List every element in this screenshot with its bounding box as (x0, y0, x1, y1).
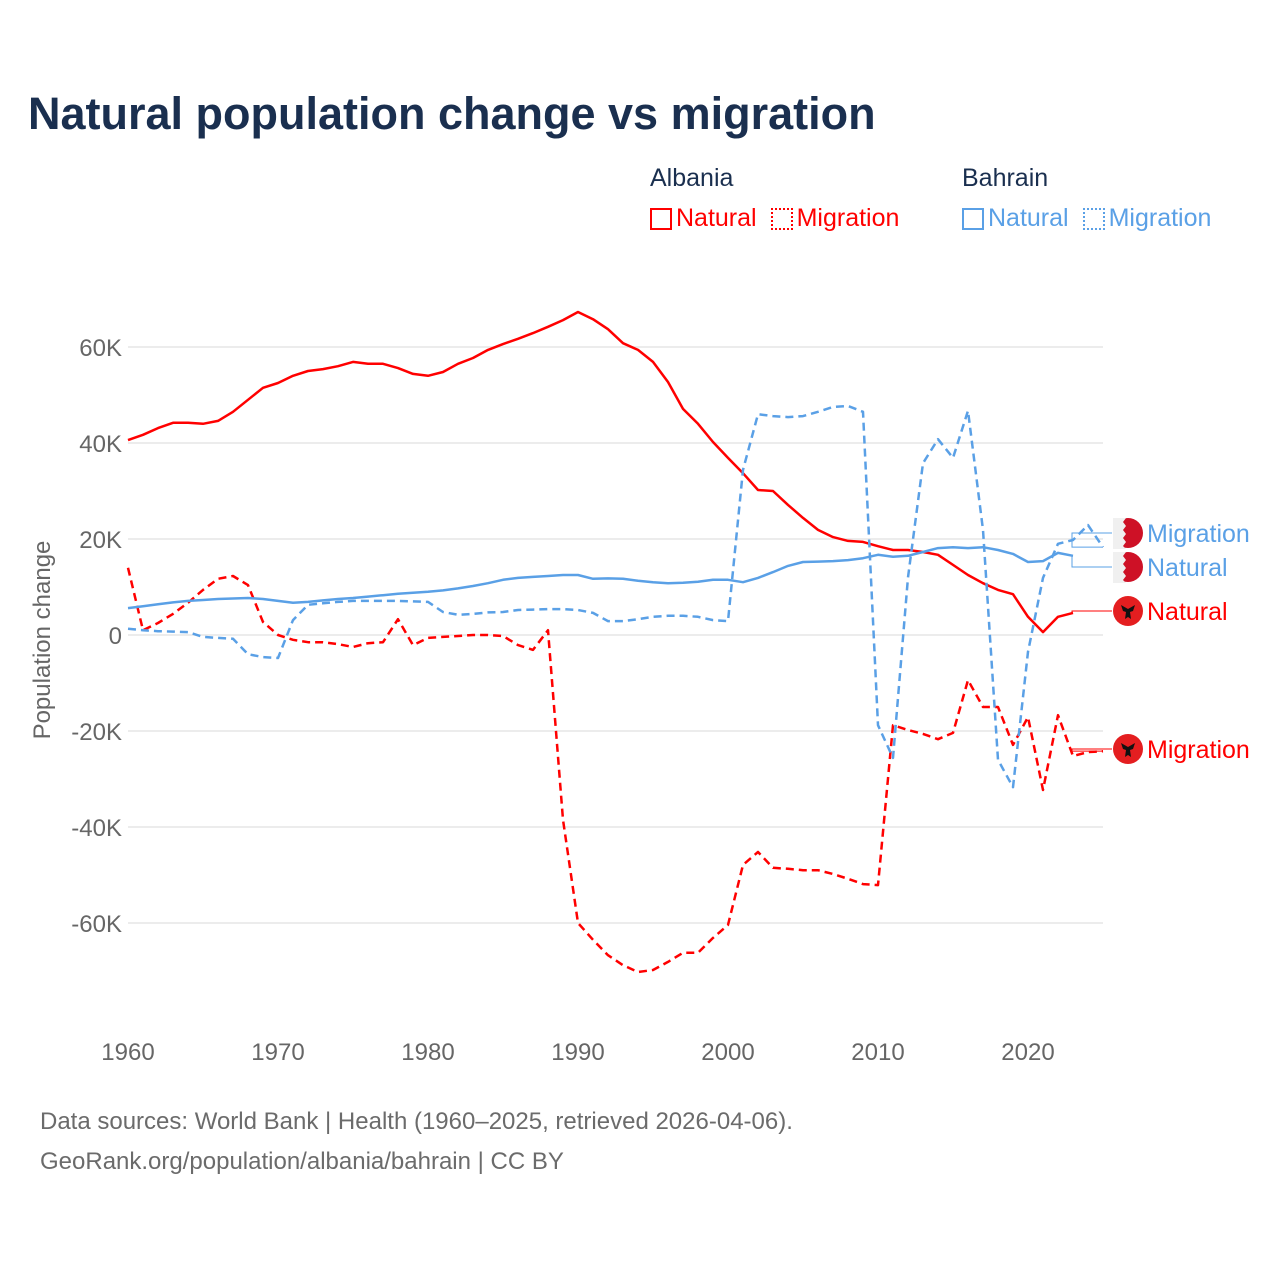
series-line-albania-migration (126, 567, 1104, 974)
x-tick-label: 1960 (101, 1039, 154, 1066)
x-tick-label: 1970 (251, 1039, 304, 1066)
albania-flag-icon (1113, 596, 1143, 626)
line-chart: 60K 40K 20K 0 -20K -40K -60K 1960 1970 1980 1990 20… (29, 310, 1250, 1066)
end-label-bahrain-migration: Migration (1147, 520, 1250, 548)
footer-sources: Data sources: World Bank | Health (1960–… (40, 1108, 793, 1135)
footer-attribution[interactable]: GeoRank.org/population/albania/bahrain |… (40, 1148, 564, 1175)
dotted-swatch-icon (1082, 207, 1105, 230)
legend-albania: Natural Migration (650, 204, 899, 233)
dotted-swatch-icon (770, 207, 793, 230)
series-line-bahrain-migration (127, 404, 1105, 789)
bahrain-flag-icon (1113, 518, 1143, 549)
legend-item-bahrain-natural[interactable]: Natural (962, 204, 1069, 233)
y-tick-label: -60K (71, 911, 122, 938)
y-tick-label: 60K (79, 335, 122, 362)
legend-label: Migration (796, 204, 900, 232)
label-connector (1071, 555, 1112, 568)
legend-label: Natural (988, 204, 1069, 232)
end-label-albania-natural: Natural (1147, 598, 1228, 626)
legend-item-bahrain-migration[interactable]: Migration (1082, 204, 1212, 233)
label-connector (1071, 532, 1112, 548)
eagle-shape (1121, 743, 1135, 757)
legend-label: Natural (676, 204, 757, 232)
y-tick-label: 20K (79, 527, 122, 554)
series-line-bahrain-natural (127, 545, 1074, 610)
series-line-albania-natural (127, 310, 1074, 634)
eagle-shape (1121, 605, 1135, 619)
y-tick-label: -40K (71, 815, 122, 842)
y-axis-label: Population change (29, 541, 56, 740)
albania-flag-icon (1113, 734, 1143, 764)
legend-label: Migration (1108, 204, 1212, 232)
legend-item-albania-migration[interactable]: Migration (770, 204, 900, 233)
solid-swatch-icon (962, 207, 984, 230)
end-label-bahrain-natural: Natural (1147, 554, 1228, 582)
legend-group-bahrain: Bahrain (962, 164, 1049, 192)
x-tick-label: 2000 (701, 1039, 754, 1066)
flag-white-band (1113, 552, 1126, 583)
legend-bahrain: Natural Migration (962, 204, 1211, 233)
solid-swatch-icon (650, 207, 672, 230)
x-tick-label: 2010 (851, 1039, 904, 1066)
bahrain-flag-icon (1113, 552, 1143, 583)
y-tick-label: 40K (79, 431, 122, 458)
label-connector (1071, 610, 1112, 614)
end-label-albania-migration: Migration (1147, 736, 1250, 764)
x-tick-label: 1980 (401, 1039, 454, 1066)
legend-group-albania: Albania (650, 164, 734, 192)
chart-title: Natural population change vs migration (28, 88, 876, 139)
y-tick-label: 0 (109, 623, 122, 650)
x-tick-label: 1990 (551, 1039, 604, 1066)
y-tick-label: -20K (71, 719, 122, 746)
flag-white-band (1113, 518, 1126, 549)
label-connector (1071, 748, 1112, 752)
x-tick-label: 2020 (1001, 1039, 1054, 1066)
legend-item-albania-natural[interactable]: Natural (650, 204, 757, 233)
